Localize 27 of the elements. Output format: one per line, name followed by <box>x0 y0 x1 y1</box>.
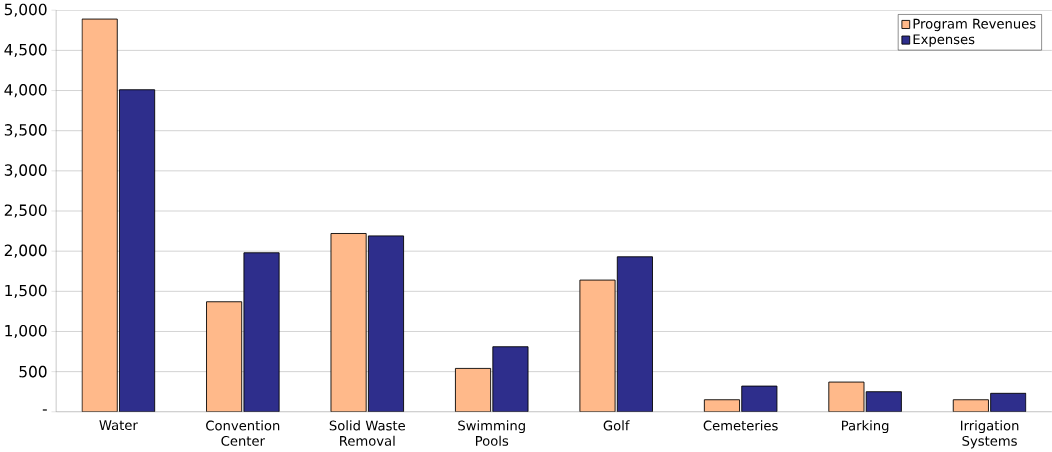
x-tick-label: Irrigation Systems <box>960 420 1019 449</box>
y-tick-label: 5,000 <box>4 3 47 17</box>
bar <box>579 279 616 412</box>
x-tick-label: Convention Center <box>206 420 280 446</box>
y-tick-label: 3,500 <box>4 124 47 138</box>
y-tick-label: 500 <box>19 365 47 378</box>
y-tick-label: 2,500 <box>4 204 47 218</box>
y-tick-label: 1,500 <box>5 284 47 298</box>
x-tick-label: Solid Waste Removal <box>329 420 405 446</box>
bar <box>828 381 865 412</box>
legend-label: Program Revenues <box>913 18 1036 32</box>
x-tick-label: Golf <box>603 420 630 431</box>
y-tick-label: 3,000 <box>4 164 47 178</box>
x-tick-label: Parking <box>842 420 889 434</box>
bar <box>206 301 243 412</box>
y-tick-label: - <box>42 409 47 411</box>
y-tick-label: 2,000 <box>4 244 47 258</box>
bar <box>455 367 492 412</box>
x-tick-label: Swimming Pools <box>458 420 525 446</box>
y-tick-label: 4,000 <box>4 83 47 98</box>
bar <box>330 233 367 412</box>
y-tick-label: 1,000 <box>5 324 47 339</box>
x-tick-label: Cemeteries <box>703 420 778 431</box>
bar <box>81 18 118 412</box>
x-tick-label: Water <box>99 420 138 431</box>
y-tick-label: 4,500 <box>4 43 47 57</box>
legend-label: Expenses <box>913 34 975 47</box>
